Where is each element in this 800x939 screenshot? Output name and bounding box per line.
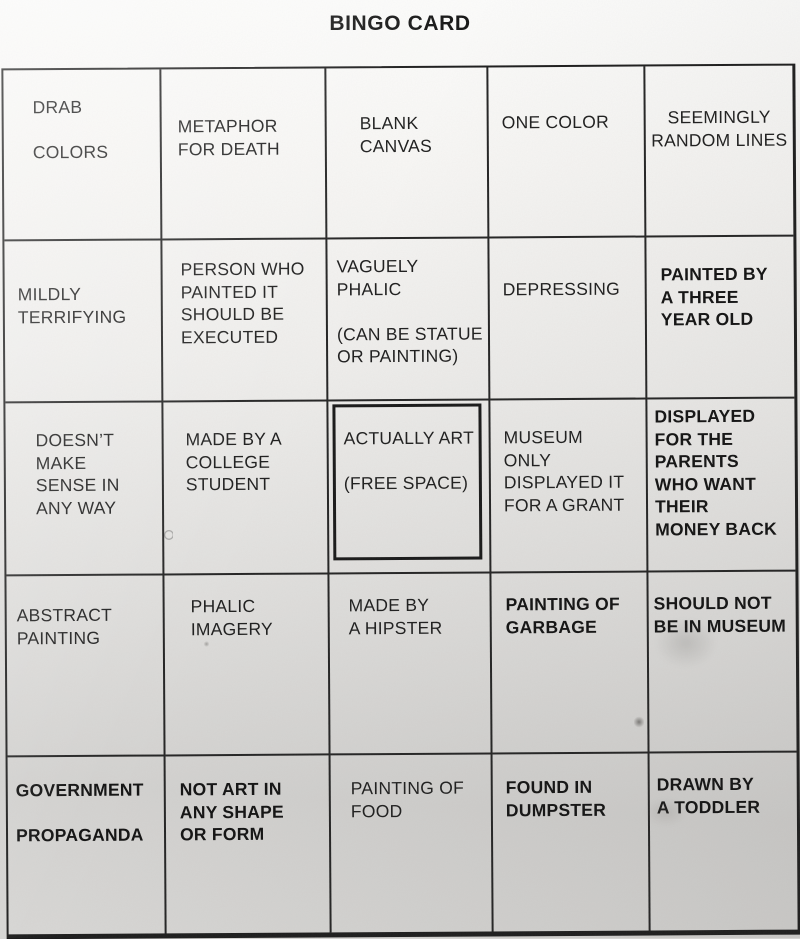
bingo-cell-text: ONE COLOR — [501, 111, 610, 133]
bingo-cell-text: NOT ART IN ANY SHAPE OR FORM — [179, 778, 284, 845]
bingo-cell-text: BLANK CANVAS — [359, 112, 433, 156]
bingo-cell-r2c0: DOESN’T MAKE SENSE IN ANY WAY — [5, 402, 165, 577]
bingo-cell-r0c4: SEEMINGLY RANDOM LINES — [645, 65, 794, 238]
bingo-cell-text: MADE BY A COLLEGE STUDENT — [185, 428, 282, 495]
bingo-cell-r1c3: DEPRESSING — [489, 237, 648, 401]
bingo-cell-r3c3: PAINTING OF GARBAGE — [491, 572, 650, 755]
bingo-cell-r3c1: PHALIC IMAGERY — [164, 574, 331, 757]
bingo-cell-r1c2: VAGUELY PHALIC (CAN BE STATUE OR PAINTIN… — [327, 238, 491, 402]
bingo-cell-text: PAINTED BY A THREE YEAR OLD — [660, 263, 768, 330]
bingo-cell-text: DRAWN BY A TODDLER — [656, 773, 761, 817]
bingo-cell-text: FOUND IN DUMPSTER — [505, 776, 607, 820]
bingo-cell-text: PAINTING OF FOOD — [350, 777, 465, 821]
bingo-cell-r1c4: PAINTED BY A THREE YEAR OLD — [646, 236, 795, 400]
bingo-cell-r4c3: FOUND IN DUMPSTER — [492, 753, 651, 932]
bingo-cell-r0c2: BLANK CANVAS — [326, 67, 490, 240]
bingo-cell-r2c3: MUSEUM ONLY DISPLAYED IT FOR A GRANT — [490, 399, 649, 574]
bingo-grid: DRAB COLORS METAPHOR FOR DEATH BLANK CAN… — [1, 63, 800, 939]
bingo-cell-text: PERSON WHO PAINTED IT SHOULD BE EXECUTED — [180, 258, 305, 347]
bingo-cell-text: SEEMINGLY RANDOM LINES — [651, 106, 788, 150]
bingo-cell-r3c4: SHOULD NOT BE IN MUSEUM — [648, 571, 797, 754]
bingo-cell-text: MILDLY TERRIFYING — [17, 283, 127, 327]
bingo-cell-r2c1: MADE BY A COLLEGE STUDENT — [163, 401, 330, 576]
bingo-cell-text: MADE BY A HIPSTER — [348, 594, 443, 638]
bingo-cell-text: ABSTRACT PAINTING — [16, 604, 113, 648]
free-space-inner-border — [332, 403, 483, 561]
bingo-cell-text: DISPLAYED FOR THE PARENTS WHO WANT THEIR… — [654, 405, 778, 539]
bingo-cell-r1c1: PERSON WHO PAINTED IT SHOULD BE EXECUTED — [162, 239, 329, 403]
bingo-cell-r4c2: PAINTING OF FOOD — [330, 754, 494, 933]
bingo-cell-text: PAINTING OF GARBAGE — [505, 593, 620, 637]
page-title: BINGO CARD — [329, 12, 471, 35]
bingo-cell-text: SHOULD NOT BE IN MUSEUM — [653, 592, 787, 636]
bingo-cell-r1c0: MILDLY TERRIFYING — [4, 240, 164, 404]
bingo-cell-free-space: ACTUALLY ART (FREE SPACE) — [328, 400, 492, 575]
bingo-cell-r0c3: ONE COLOR — [488, 66, 647, 239]
bingo-cell-text: DOESN’T MAKE SENSE IN ANY WAY — [35, 429, 120, 518]
bingo-cell-r0c0: DRAB COLORS — [3, 69, 163, 242]
bingo-cell-text: DEPRESSING — [502, 278, 621, 300]
bingo-cell-r3c0: ABSTRACT PAINTING — [6, 575, 166, 758]
bingo-cell-text: METAPHOR FOR DEATH — [177, 115, 280, 159]
bingo-cell-r3c2: MADE BY A HIPSTER — [329, 573, 493, 756]
bingo-cell-r4c0: GOVERNMENT PROPAGANDA — [7, 756, 167, 935]
bingo-cell-text: DRAB COLORS — [32, 96, 109, 163]
bingo-cell-r4c1: NOT ART IN ANY SHAPE OR FORM — [165, 755, 332, 934]
bingo-cell-r4c4: DRAWN BY A TODDLER — [650, 753, 798, 931]
bingo-cell-r2c4: DISPLAYED FOR THE PARENTS WHO WANT THEIR… — [647, 398, 796, 573]
bingo-cell-text: MUSEUM ONLY DISPLAYED IT FOR A GRANT — [503, 426, 625, 515]
bingo-cell-text: PHALIC IMAGERY — [190, 595, 273, 639]
bingo-cell-r0c1: METAPHOR FOR DEATH — [161, 68, 328, 241]
bingo-cell-text: VAGUELY PHALIC (CAN BE STATUE OR PAINTIN… — [336, 255, 483, 367]
bingo-cell-text: GOVERNMENT PROPAGANDA — [15, 779, 144, 846]
